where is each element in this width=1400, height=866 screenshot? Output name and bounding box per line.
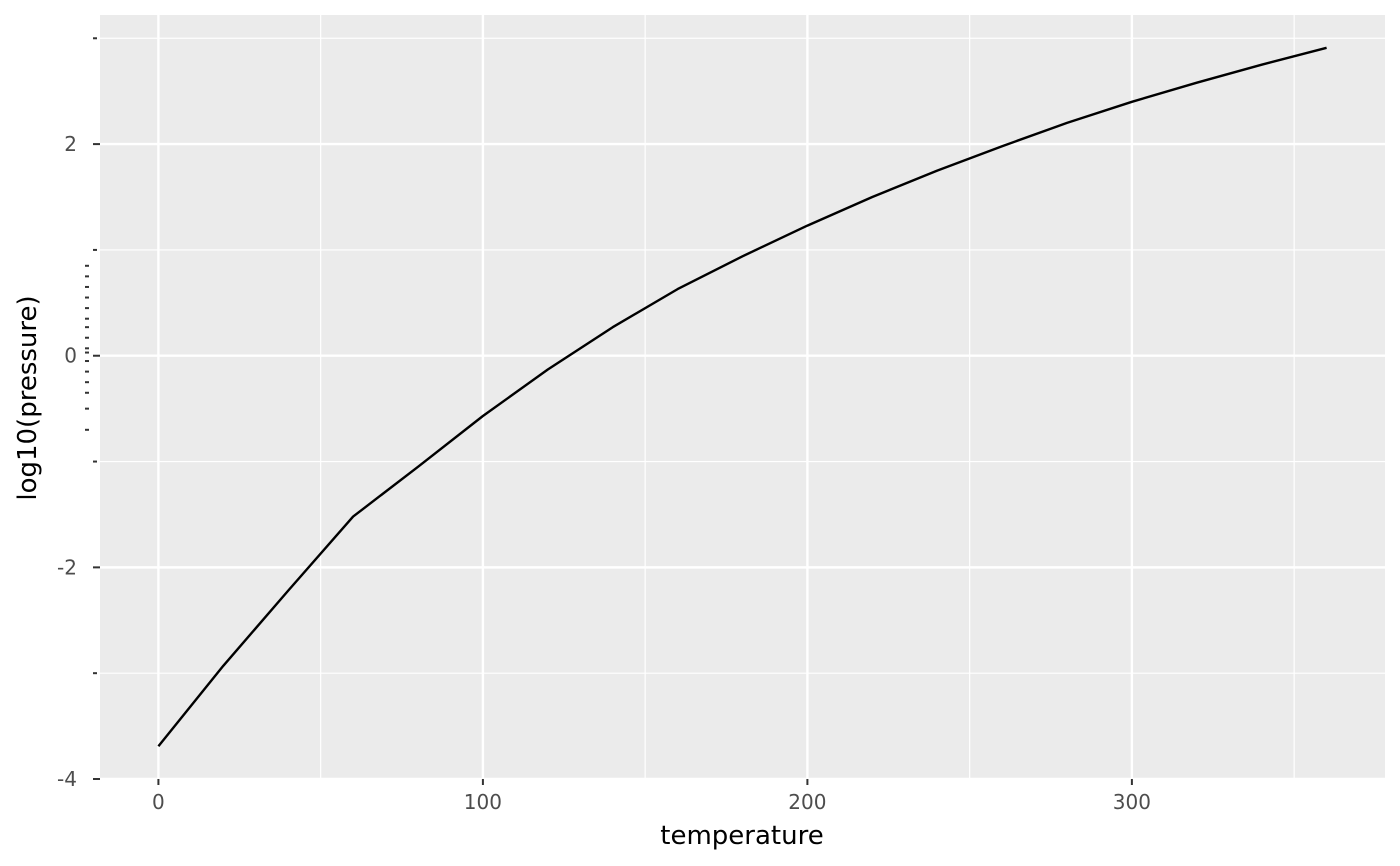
x-axis-title: temperature	[660, 821, 823, 851]
y-tick-label: -4	[57, 767, 77, 791]
y-tick-label: 2	[64, 132, 77, 156]
series-line	[157, 46, 1327, 747]
y-axis-title: log10(pressure)	[13, 295, 43, 500]
x-tick-label: 200	[788, 790, 826, 814]
y-tick-label: -2	[57, 555, 77, 579]
series-layer	[157, 46, 1327, 747]
x-tick-label: 0	[152, 790, 165, 814]
major-gridlines	[100, 15, 1385, 781]
x-tick-label: 100	[464, 790, 502, 814]
tick-labels: 0 100 200 300 -4 -2 0 2	[57, 132, 1151, 814]
axis-ticks	[85, 37, 1133, 785]
x-tick-label: 300	[1113, 790, 1151, 814]
minor-gridlines	[100, 15, 1385, 779]
plot-panel-background	[100, 15, 1385, 779]
y-tick-label: 0	[64, 344, 77, 368]
